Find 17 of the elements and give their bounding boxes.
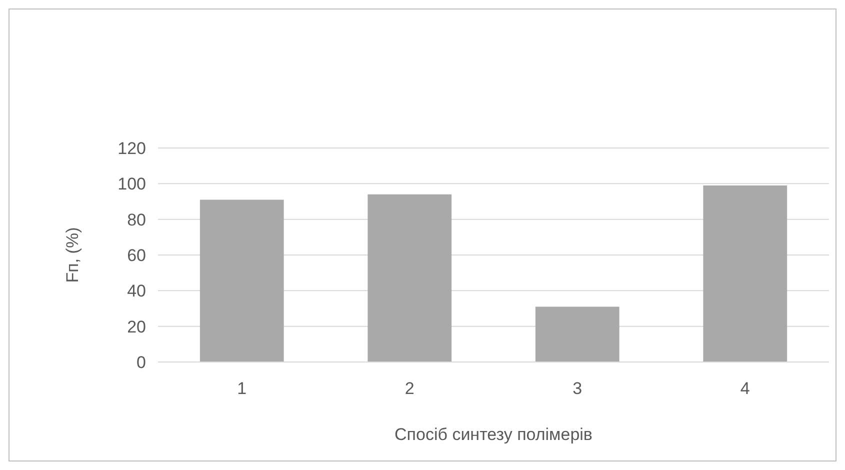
y-tick-label: 100 — [118, 174, 146, 194]
y-tick-label: 40 — [127, 282, 146, 301]
bar — [535, 306, 620, 362]
y-tick-label: 60 — [127, 246, 146, 265]
x-tick-label: 3 — [572, 379, 582, 398]
x-tick-label: 4 — [740, 379, 750, 398]
y-tick-label: 120 — [118, 138, 146, 158]
y-tick-label: 20 — [127, 317, 146, 336]
y-tick-label: 80 — [127, 210, 146, 230]
x-axis-title: Спосіб синтезу полімерів — [394, 425, 592, 444]
x-tick-label: 2 — [404, 379, 414, 398]
bar — [703, 185, 788, 362]
bar — [368, 194, 452, 362]
bar — [200, 200, 284, 362]
y-tick-label: 0 — [136, 352, 146, 372]
y-axis-title: Fп, (%) — [63, 227, 82, 283]
x-tick-label: 1 — [237, 379, 247, 398]
